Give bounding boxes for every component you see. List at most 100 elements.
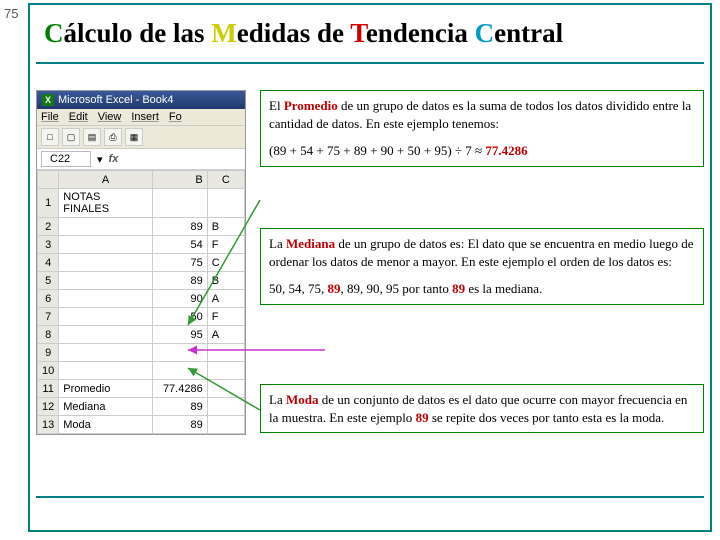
row-header[interactable]: 5: [38, 272, 59, 290]
mediana-89a: 89: [328, 281, 341, 296]
fx-label[interactable]: fx: [109, 153, 119, 165]
cell-c[interactable]: [207, 189, 244, 218]
cell-a[interactable]: [59, 254, 153, 272]
moda-text: La Moda de un conjunto de datos es el da…: [269, 391, 695, 426]
cell-b[interactable]: [152, 362, 207, 380]
print-icon[interactable]: ⎙: [104, 128, 122, 146]
menu-file[interactable]: File: [41, 111, 59, 123]
table-row[interactable]: 13 Moda 89: [38, 416, 245, 434]
cell-a[interactable]: [59, 326, 153, 344]
excel-grid[interactable]: A B C 1 NOTAS FINALES 2 89 B3 54 F4 75 C…: [37, 170, 245, 434]
cell-c[interactable]: [207, 362, 244, 380]
row-header[interactable]: 11: [38, 380, 59, 398]
cell-a[interactable]: [59, 362, 153, 380]
table-row[interactable]: 5 89 B: [38, 272, 245, 290]
cell-a[interactable]: [59, 344, 153, 362]
cell-b[interactable]: 89: [152, 398, 207, 416]
table-row[interactable]: 6 90 A: [38, 290, 245, 308]
title-part: álculo de las: [64, 18, 212, 48]
cell-reference[interactable]: C22: [41, 151, 91, 167]
row-header[interactable]: 6: [38, 290, 59, 308]
row-header[interactable]: 13: [38, 416, 59, 434]
cell-c[interactable]: [207, 380, 244, 398]
cell-c[interactable]: C: [207, 254, 244, 272]
row-header[interactable]: 8: [38, 326, 59, 344]
cell-a[interactable]: NOTAS FINALES: [59, 189, 153, 218]
table-row[interactable]: 8 95 A: [38, 326, 245, 344]
title-underline: [36, 62, 704, 64]
col-header-b[interactable]: B: [152, 171, 207, 189]
text: es la mediana.: [465, 281, 542, 296]
cell-c[interactable]: B: [207, 218, 244, 236]
table-row[interactable]: 3 54 F: [38, 236, 245, 254]
table-row[interactable]: 1 NOTAS FINALES: [38, 189, 245, 218]
cell-c[interactable]: F: [207, 236, 244, 254]
mediana-text: La Mediana de un grupo de datos es: El d…: [269, 235, 695, 270]
cell-a[interactable]: [59, 236, 153, 254]
cell-c[interactable]: A: [207, 326, 244, 344]
text: La: [269, 236, 286, 251]
open-icon[interactable]: ▢: [62, 128, 80, 146]
corner-cell[interactable]: [38, 171, 59, 189]
row-header[interactable]: 9: [38, 344, 59, 362]
cell-a[interactable]: Promedio: [59, 380, 153, 398]
text: El: [269, 98, 284, 113]
title-part: T: [350, 18, 366, 48]
row-header[interactable]: 3: [38, 236, 59, 254]
row-header[interactable]: 4: [38, 254, 59, 272]
cell-b[interactable]: 77.4286: [152, 380, 207, 398]
col-header-c[interactable]: C: [207, 171, 244, 189]
menu-view[interactable]: View: [98, 111, 122, 123]
table-row[interactable]: 12 Mediana 89: [38, 398, 245, 416]
excel-app-icon: X: [42, 94, 54, 106]
cell-b[interactable]: 54: [152, 236, 207, 254]
mediana-calc: 50, 54, 75, 89, 89, 90, 95 por tanto 89 …: [269, 280, 695, 298]
page-number: 75: [4, 6, 18, 21]
row-header[interactable]: 7: [38, 308, 59, 326]
cell-c[interactable]: [207, 416, 244, 434]
cell-b[interactable]: [152, 189, 207, 218]
cell-c[interactable]: [207, 344, 244, 362]
table-row[interactable]: 9: [38, 344, 245, 362]
cell-c[interactable]: F: [207, 308, 244, 326]
save-icon[interactable]: ▤: [83, 128, 101, 146]
cell-c[interactable]: [207, 398, 244, 416]
cell-b[interactable]: 75: [152, 254, 207, 272]
row-header[interactable]: 12: [38, 398, 59, 416]
preview-icon[interactable]: ▦: [125, 128, 143, 146]
table-row[interactable]: 2 89 B: [38, 218, 245, 236]
cell-a[interactable]: Moda: [59, 416, 153, 434]
dropdown-icon[interactable]: ▾: [97, 153, 103, 166]
menu-insert[interactable]: Insert: [131, 111, 159, 123]
cell-b[interactable]: 89: [152, 272, 207, 290]
new-icon[interactable]: □: [41, 128, 59, 146]
menu-edit[interactable]: Edit: [69, 111, 88, 123]
row-header[interactable]: 1: [38, 189, 59, 218]
promedio-text: El Promedio de un grupo de datos es la s…: [269, 97, 695, 132]
row-header[interactable]: 2: [38, 218, 59, 236]
cell-c[interactable]: A: [207, 290, 244, 308]
cell-a[interactable]: [59, 290, 153, 308]
cell-a[interactable]: [59, 218, 153, 236]
cell-b[interactable]: 90: [152, 290, 207, 308]
cell-c[interactable]: B: [207, 272, 244, 290]
text: se repite dos veces por tanto esta es la…: [429, 410, 665, 425]
table-row[interactable]: 10: [38, 362, 245, 380]
cell-a[interactable]: Mediana: [59, 398, 153, 416]
cell-b[interactable]: [152, 344, 207, 362]
moda-89: 89: [416, 410, 429, 425]
table-row[interactable]: 11 Promedio 77.4286: [38, 380, 245, 398]
cell-b[interactable]: 50: [152, 308, 207, 326]
cell-b[interactable]: 89: [152, 218, 207, 236]
row-header[interactable]: 10: [38, 362, 59, 380]
cell-a[interactable]: [59, 308, 153, 326]
cell-b[interactable]: 89: [152, 416, 207, 434]
col-header-a[interactable]: A: [59, 171, 153, 189]
table-row[interactable]: 4 75 C: [38, 254, 245, 272]
mediana-89b: 89: [452, 281, 465, 296]
cell-a[interactable]: [59, 272, 153, 290]
cell-b[interactable]: 95: [152, 326, 207, 344]
excel-menubar[interactable]: File Edit View Insert Fo: [37, 109, 245, 125]
table-row[interactable]: 7 50 F: [38, 308, 245, 326]
menu-format[interactable]: Fo: [169, 111, 182, 123]
